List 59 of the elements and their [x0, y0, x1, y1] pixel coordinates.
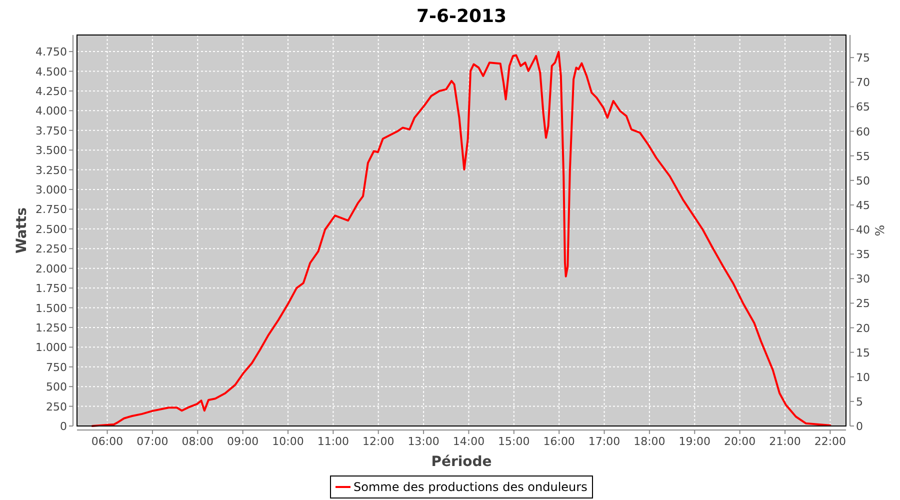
x-tick-label: 14:00 — [452, 435, 485, 448]
y2-tick-label: 50 — [856, 174, 870, 188]
y-tick-label: 3.000 — [36, 184, 67, 197]
x-tick-label: 17:00 — [588, 435, 620, 448]
x-tick-label: 18:00 — [634, 435, 666, 448]
y2-axis-title: % — [873, 224, 887, 236]
y2-tick-label: 20 — [856, 322, 870, 335]
y2-tick-label: 0 — [856, 420, 863, 433]
y2-tick-label: 55 — [856, 150, 870, 163]
y-tick-label: 1.750 — [36, 282, 67, 296]
y-tick-label: 3.750 — [36, 124, 67, 138]
y2-tick-label: 70 — [856, 76, 870, 90]
x-tick-label: 07:00 — [136, 435, 168, 448]
y-tick-label: 1.000 — [36, 341, 67, 354]
y2-tick-label: 25 — [856, 297, 870, 310]
x-tick-label: 21:00 — [769, 435, 801, 448]
chart-title: 7-6-2013 — [416, 6, 507, 27]
y2-tick-label: 15 — [856, 346, 870, 360]
y-tick-label: 750 — [46, 360, 67, 374]
x-tick-label: 22:00 — [814, 435, 846, 448]
x-tick-label: 12:00 — [362, 435, 394, 448]
y-tick-label: 4.250 — [36, 84, 67, 98]
x-tick-label: 19:00 — [678, 435, 710, 448]
y-tick-label: 2.250 — [36, 242, 67, 256]
y-tick-label: 500 — [46, 380, 67, 394]
line-series — [91, 50, 832, 427]
x-axis-title: Période — [431, 454, 492, 470]
x-tick-label: 11:00 — [317, 435, 350, 448]
y-tick-label: 4.750 — [36, 46, 67, 59]
y2-tick-label: 40 — [856, 224, 870, 237]
x-tick-label: 06:00 — [91, 435, 124, 448]
y-tick-label: 3.250 — [36, 164, 67, 177]
x-tick-label: 20:00 — [724, 435, 756, 448]
y-tick-label: 0 — [60, 420, 67, 433]
y-tick-label: 2.500 — [36, 222, 67, 236]
y-tick-label: 1.250 — [36, 321, 67, 334]
y2-tick-label: 65 — [856, 100, 870, 114]
y-axis-title: Watts — [14, 207, 30, 254]
x-tick-label: 10:00 — [272, 435, 304, 448]
y-tick-label: 4.000 — [36, 104, 67, 118]
legend-label: Somme des productions des onduleurs — [354, 480, 588, 494]
y2-tick-label: 5 — [856, 395, 863, 408]
y2-tick-label: 75 — [856, 52, 870, 65]
y-tick-label: 3.500 — [36, 144, 67, 158]
x-tick-label: 13:00 — [408, 435, 440, 448]
y2-tick-label: 45 — [856, 198, 870, 212]
y-tick-label: 1.500 — [36, 302, 67, 315]
y2-tick-label: 10 — [856, 370, 870, 384]
y-tick-label: 250 — [46, 400, 67, 414]
y2-tick-label: 60 — [856, 125, 870, 138]
y2-tick-label: 30 — [856, 272, 870, 286]
y2-tick-label: 35 — [856, 248, 870, 262]
x-tick-label: 08:00 — [182, 435, 214, 448]
y-tick-label: 4.500 — [36, 65, 67, 78]
x-tick-label: 16:00 — [543, 435, 575, 448]
y-tick-label: 2.000 — [36, 262, 67, 276]
x-tick-label: 09:00 — [226, 435, 259, 448]
y-tick-label: 2.750 — [36, 203, 67, 216]
x-tick-label: 15:00 — [498, 435, 530, 448]
